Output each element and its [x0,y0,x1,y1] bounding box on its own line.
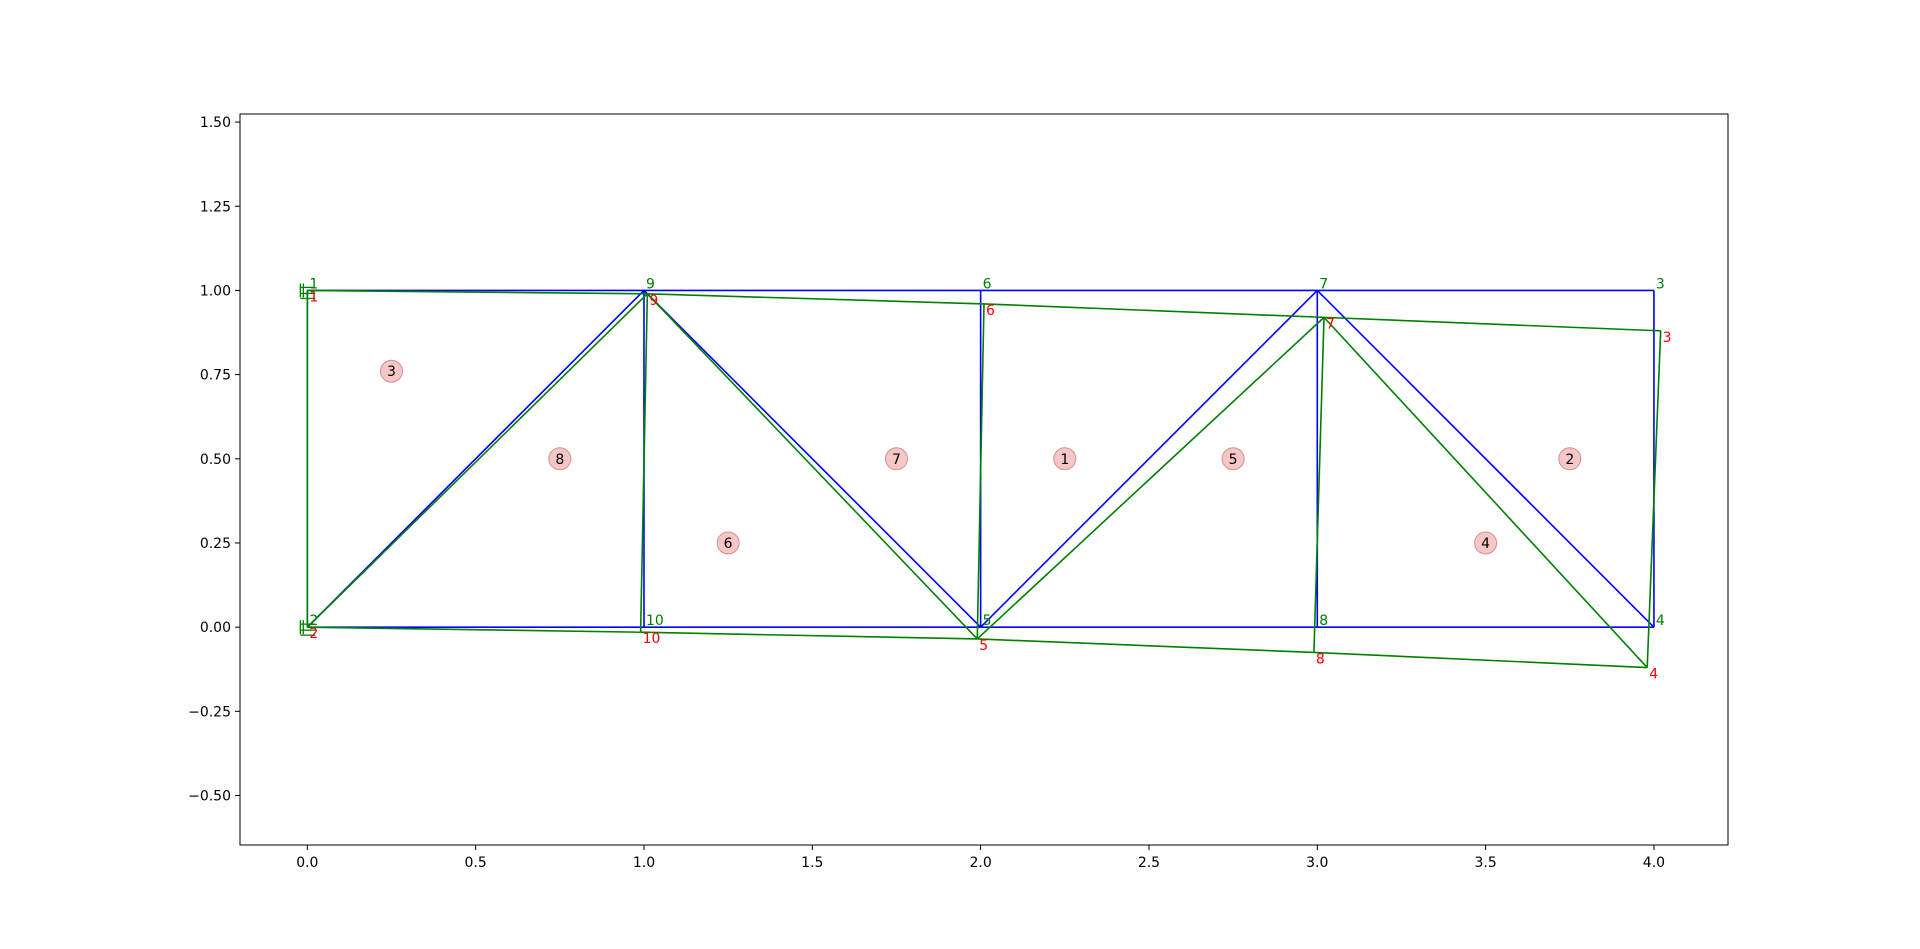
deformed-node-label: 5 [979,638,988,654]
region-marker [1221,447,1245,471]
node-label: 7 [1319,276,1328,292]
region-label: 3 [387,364,396,380]
region-marker [716,531,740,555]
deformed-member [307,626,641,633]
y-tick-label: 0.50 [200,452,231,468]
axes-frame [239,113,1729,846]
deformed-member [639,293,649,633]
node-label: 4 [1656,613,1665,629]
original-member [643,289,982,628]
y-tick-label: −0.25 [188,704,231,720]
y-tick-label: 1.00 [200,283,231,299]
deformed-member [646,293,978,640]
region-label: 5 [1229,452,1238,468]
deformed-node-label: 10 [643,631,661,647]
x-tick-label: 0.0 [296,855,318,871]
deformed-member [307,289,648,295]
region-marker [548,447,572,471]
deformed-member [306,293,648,628]
deformed-member [976,316,1325,640]
x-tick-label: 1.5 [801,855,823,871]
region-marker [884,447,908,471]
original-member [1316,289,1655,628]
deformed-member [1323,316,1661,332]
deformed-node-label: 4 [1649,667,1658,683]
node-label: 1 [309,276,318,292]
region-label: 8 [555,452,564,468]
y-tick-label: 0.00 [200,620,231,636]
deformed-node-label: 7 [1326,316,1335,332]
x-tick-label: 2.0 [970,855,992,871]
deformed-node-label: 1 [309,289,318,305]
deformed-node-label: 8 [1316,651,1325,667]
node-label: 9 [646,276,655,292]
deformed-member [983,303,1325,319]
deformed-member [1313,651,1648,669]
node-label: 10 [646,613,664,629]
y-tick-label: −0.50 [188,789,231,805]
node-label: 3 [1656,276,1665,292]
region-label: 4 [1481,536,1490,552]
region-label: 6 [724,536,733,552]
x-tick-label: 2.5 [1138,855,1160,871]
deformed-node-label: 3 [1663,330,1672,346]
y-tick-label: 1.50 [200,115,231,131]
region-label: 1 [1060,452,1069,468]
deformed-member [640,631,978,640]
deformed-member [1323,316,1648,669]
x-tick-label: 0.5 [465,855,487,871]
region-marker [1053,447,1077,471]
deformed-member [1646,330,1662,668]
x-tick-label: 1.0 [633,855,655,871]
x-tick-label: 3.5 [1474,855,1496,871]
region-marker [1474,531,1498,555]
node-label: 6 [983,276,992,292]
deformed-member [1313,317,1325,653]
region-marker [379,359,403,383]
deformed-node-label: 6 [986,303,995,319]
deformed-member [647,293,985,305]
deformed-node-label: 2 [309,626,318,642]
original-member [980,289,1318,628]
region-label: 2 [1565,452,1574,468]
x-tick-label: 3.0 [1306,855,1328,871]
node-label: 5 [983,613,992,629]
node-label: 2 [309,613,318,629]
x-tick-label: 4.0 [1643,855,1665,871]
y-tick-label: 0.25 [200,536,231,552]
deformed-member [976,303,985,639]
y-tick-label: 0.75 [200,368,231,384]
region-label: 7 [892,452,901,468]
deformed-node-label: 9 [649,293,658,309]
node-label: 8 [1319,613,1328,629]
deformed-member [977,638,1314,654]
y-tick-label: 1.25 [200,199,231,215]
region-marker [1558,447,1582,471]
